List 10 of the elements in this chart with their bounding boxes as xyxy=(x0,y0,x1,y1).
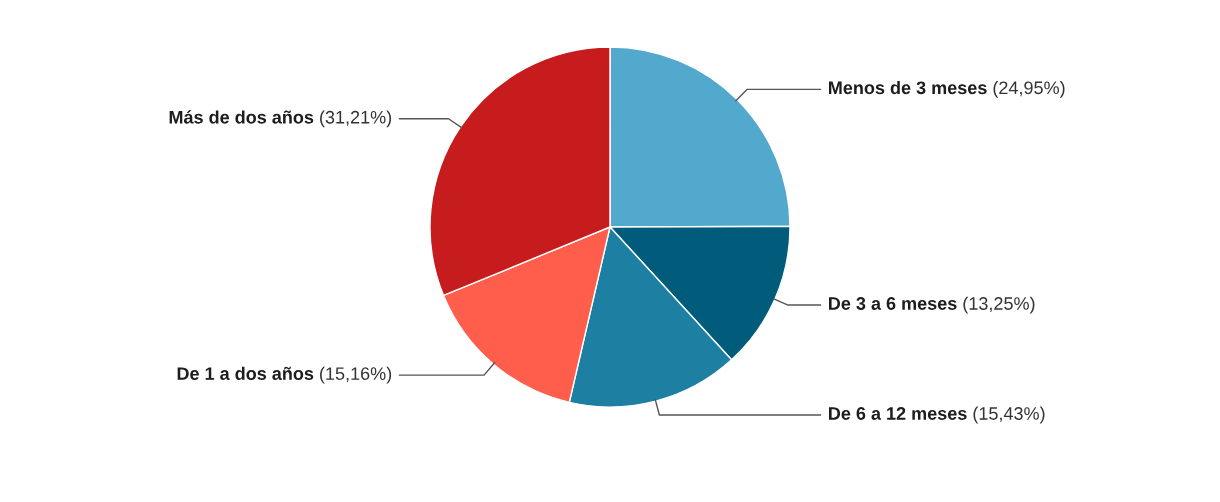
slice-label: De 6 a 12 meses xyxy=(829,407,967,420)
slice-label: De 1 a dos años xyxy=(177,366,314,380)
data-label: (31,21%) xyxy=(320,110,392,128)
slice-label: Más de dos años xyxy=(169,110,314,124)
data-label: (13,25%) xyxy=(963,296,1035,314)
slice-label: De 3 a 6 meses xyxy=(829,297,957,310)
data-label: (15,16%) xyxy=(320,366,392,384)
data-label: (15,43%) xyxy=(973,406,1045,424)
slice-label: Menos de 3 meses xyxy=(829,80,987,95)
data-label: (24,95%) xyxy=(993,80,1065,98)
